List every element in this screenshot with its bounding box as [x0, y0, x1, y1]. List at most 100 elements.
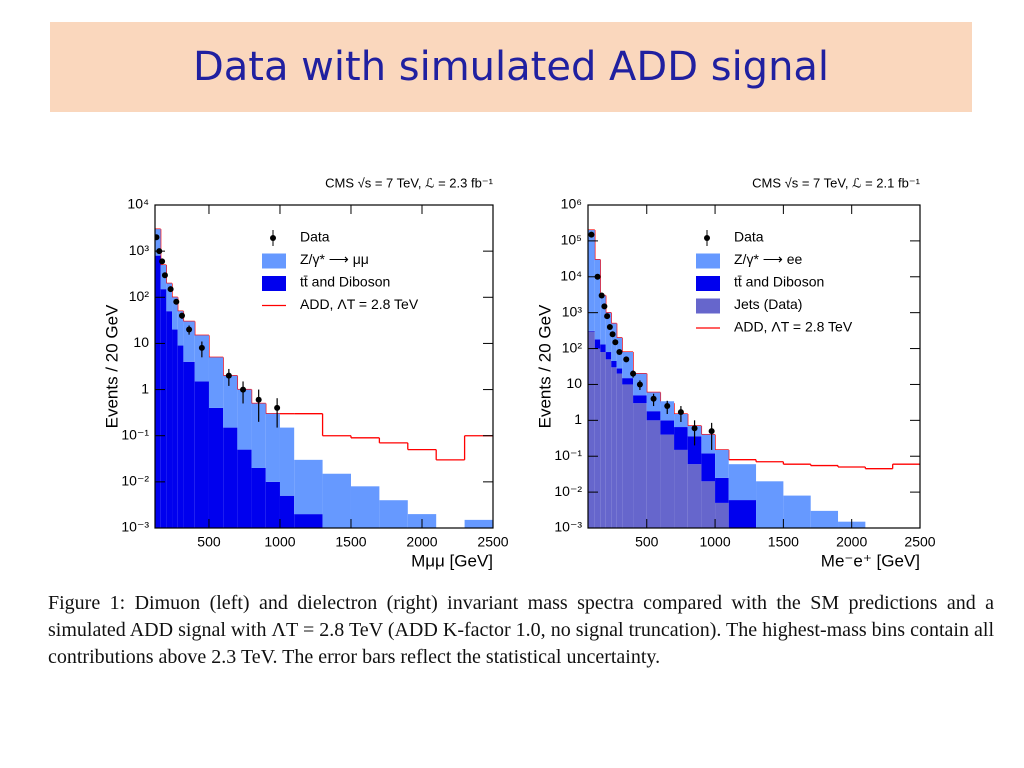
y-tick-label: 10⁶: [561, 196, 582, 212]
stack-bar: [622, 384, 634, 528]
stack-bar: [237, 449, 252, 528]
y-tick-label: 10⁻¹: [121, 426, 149, 442]
y-axis-title: Events / 20 GeV: [535, 304, 554, 428]
stack-bar: [251, 403, 266, 468]
data-point: [636, 381, 643, 388]
plot-frame: [154, 204, 494, 529]
stack-bar: [172, 329, 178, 528]
stack-bar: [223, 427, 238, 528]
legend-marker: [696, 253, 720, 269]
stack-bar: [660, 420, 675, 435]
stack-bar: [194, 381, 209, 528]
stack-bar: [194, 335, 209, 382]
y-tick-label: 10⁻²: [554, 483, 582, 499]
stack-bar: [177, 311, 184, 346]
stack-bar: [600, 352, 606, 528]
stack-bar: [265, 413, 280, 482]
stack-bar: [594, 339, 601, 349]
stack-bar: [588, 331, 595, 528]
y-tick-label: 10³: [562, 303, 583, 319]
stack-bar: [728, 464, 757, 501]
stack-bar: [616, 373, 623, 528]
data-point: [186, 326, 193, 333]
stack-bar: [701, 434, 716, 454]
stack-bar: [594, 259, 601, 340]
stack-bar: [674, 427, 688, 450]
stack-bar: [783, 495, 811, 528]
data-point: [650, 395, 657, 402]
stack-bar: [594, 348, 601, 528]
x-tick-label: 500: [635, 534, 659, 550]
stack-bar: [183, 361, 195, 528]
stack-bar: [810, 510, 839, 528]
plot-frame: [587, 204, 921, 529]
stack-bar: [633, 403, 647, 528]
legend-label: Jets (Data): [734, 296, 802, 312]
data-point: [708, 428, 715, 435]
stack-bar: [715, 502, 729, 528]
legend-label: Data: [300, 229, 330, 245]
stack-bar: [183, 321, 195, 362]
stack-bar: [715, 477, 729, 503]
plot-area: [155, 228, 493, 528]
data-point: [178, 312, 185, 319]
stack-bar: [350, 486, 380, 528]
data-point: [198, 344, 205, 351]
stack-bar: [208, 407, 224, 528]
stack-bar: [646, 420, 661, 528]
y-tick-label: 1: [141, 380, 149, 396]
stack-bar: [600, 295, 606, 345]
stack-bar: [600, 344, 606, 353]
data-point: [677, 409, 684, 416]
data-point: [598, 292, 605, 299]
stack-bar: [166, 311, 173, 528]
annotation: CMS √s = 7 TeV, ℒ = 2.3 fb⁻¹: [325, 175, 494, 190]
legend-label: ADD, ΛT = 2.8 TeV: [734, 319, 853, 335]
stack-bar: [294, 514, 323, 528]
data-point: [155, 234, 160, 241]
legend-label: ADD, ΛT = 2.8 TeV: [300, 296, 419, 312]
stack-bar: [237, 389, 252, 450]
legend-label: Z/γ* ⟶ ee: [734, 251, 803, 267]
data-point: [225, 372, 232, 379]
stack-bar: [166, 283, 173, 312]
data-point: [616, 349, 623, 356]
legend-label: Z/γ* ⟶ μμ: [300, 251, 369, 267]
stack-bar: [687, 464, 702, 528]
legend-label: Data: [734, 229, 764, 245]
x-tick-label: 2500: [477, 534, 508, 550]
slide-title: Data with simulated ADD signal: [192, 44, 830, 90]
stack-bar: [160, 289, 167, 528]
stack-bar: [660, 434, 675, 528]
data-point: [664, 403, 671, 410]
data-point: [609, 331, 616, 338]
data-point: [691, 425, 698, 432]
data-point: [240, 386, 247, 393]
title-banner: Data with simulated ADD signal: [50, 22, 972, 112]
data-point: [612, 339, 619, 346]
legend-label: tt̄ and Diboson: [734, 274, 824, 290]
stack-bar: [633, 395, 647, 404]
stack-bar: [701, 481, 716, 528]
y-tick-label: 10: [133, 334, 149, 350]
legend-marker: [704, 235, 710, 241]
stack-bar: [279, 427, 295, 496]
stack-bar: [611, 361, 617, 368]
figure-caption: Figure 1: Dimuon (left) and dielectron (…: [48, 592, 994, 668]
x-tick-label: 2000: [406, 534, 437, 550]
data-point: [630, 370, 637, 377]
y-tick-label: 10²: [129, 288, 150, 304]
data-point: [606, 323, 613, 330]
stack-bar: [622, 378, 634, 385]
x-tick-label: 1500: [335, 534, 366, 550]
stack-bar: [605, 352, 612, 360]
annotation: CMS √s = 7 TeV, ℒ = 2.1 fb⁻¹: [752, 175, 921, 190]
stack-bar: [588, 330, 595, 332]
stack-bar: [223, 375, 238, 428]
x-tick-label: 2500: [904, 534, 935, 550]
stack-bar: [155, 229, 161, 256]
data-point: [623, 356, 630, 363]
data-point: [159, 258, 166, 265]
y-tick-label: 1: [574, 411, 582, 427]
